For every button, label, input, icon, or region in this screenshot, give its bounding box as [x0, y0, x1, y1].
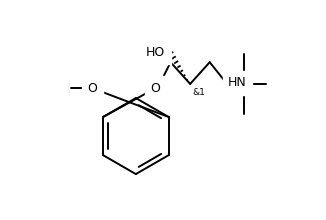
Text: O: O [151, 82, 160, 95]
Text: HN: HN [228, 76, 247, 89]
Text: &1: &1 [192, 88, 205, 97]
Text: O: O [87, 82, 97, 95]
Text: HO: HO [146, 46, 165, 59]
